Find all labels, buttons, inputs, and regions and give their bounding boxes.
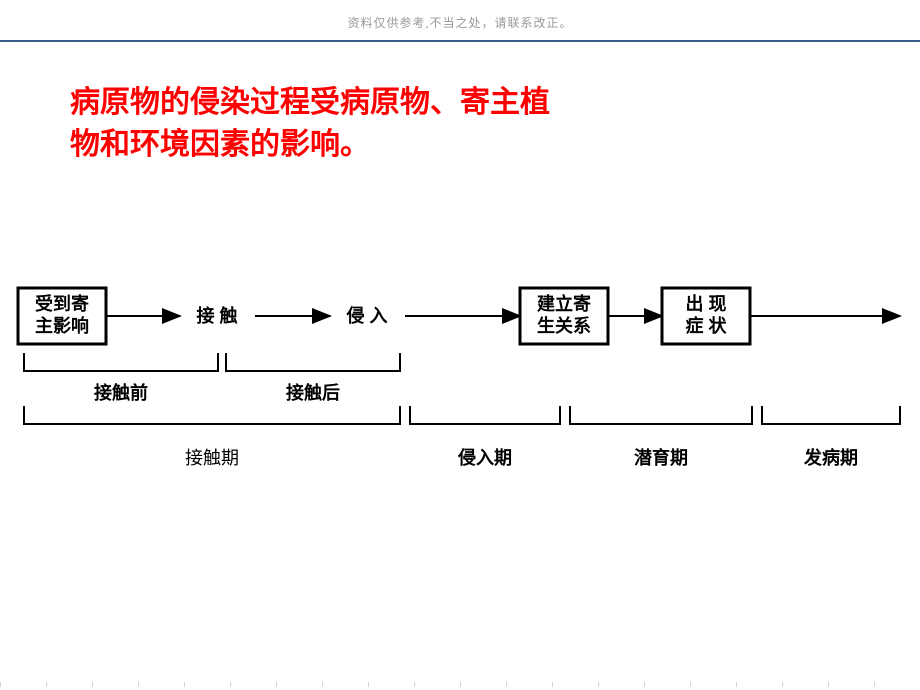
title-line-1: 病原物的侵染过程受病原物、寄主植 (70, 82, 920, 124)
bracket-phase-latent (570, 406, 752, 424)
page-title: 病原物的侵染过程受病原物、寄主植 物和环境因素的影响。 (70, 82, 920, 166)
label-post-contact: 接触后 (286, 382, 340, 403)
box3-line2: 症 状 (685, 315, 727, 336)
header-note: 资料仅供参考,不当之处，请联系改正。 (347, 16, 572, 30)
bracket-phase-contact (24, 406, 400, 424)
label-pre-contact: 接触前 (94, 382, 148, 403)
header-strip: 资料仅供参考,不当之处，请联系改正。 (0, 0, 920, 42)
label-phase-latent: 潜育期 (634, 447, 688, 468)
step-contact: 接 触 (196, 305, 237, 326)
flow-diagram: 受到寄主影响 接 触 侵 入 建立寄生关系 出 现症 状接触前 接触后接触期 侵入期 潜育期 发… (0, 238, 920, 538)
label-phase-contact: 接触期 (185, 448, 239, 468)
bracket-post-contact (226, 353, 400, 371)
bracket-pre-contact (24, 353, 218, 371)
label-phase-disease: 发病期 (803, 447, 858, 468)
bracket-phase-disease (762, 406, 900, 424)
box2-line2: 生关系 (537, 315, 591, 336)
bracket-phase-invade (410, 406, 560, 424)
box3-line1: 出 现 (685, 293, 726, 314)
title-line-2: 物和环境因素的影响。 (70, 124, 920, 166)
box1-line2: 主影响 (35, 315, 89, 336)
step-invade: 侵 入 (345, 305, 387, 326)
label-phase-invade: 侵入期 (457, 447, 512, 468)
box2-line1: 建立寄 (537, 293, 591, 314)
bottom-ruler (0, 682, 920, 688)
box1-line1: 受到寄 (35, 293, 89, 314)
